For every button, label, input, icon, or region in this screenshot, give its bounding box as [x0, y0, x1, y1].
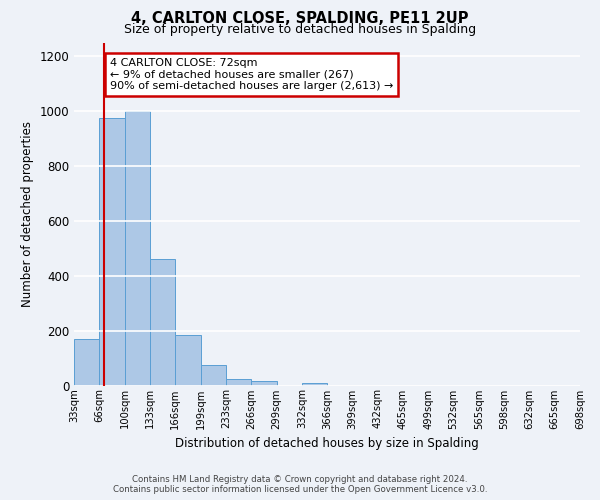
- Bar: [302, 383, 327, 386]
- Bar: [100, 118, 125, 386]
- Text: Size of property relative to detached houses in Spalding: Size of property relative to detached ho…: [124, 22, 476, 36]
- Y-axis label: Number of detached properties: Number of detached properties: [21, 121, 34, 307]
- Bar: [150, 260, 175, 386]
- X-axis label: Distribution of detached houses by size in Spalding: Distribution of detached houses by size …: [175, 437, 479, 450]
- Bar: [175, 334, 200, 386]
- Bar: [125, 111, 150, 386]
- Text: Contains HM Land Registry data © Crown copyright and database right 2024.
Contai: Contains HM Land Registry data © Crown c…: [113, 474, 487, 494]
- Text: 4, CARLTON CLOSE, SPALDING, PE11 2UP: 4, CARLTON CLOSE, SPALDING, PE11 2UP: [131, 11, 469, 26]
- Bar: [226, 378, 251, 386]
- Bar: [74, 339, 100, 386]
- Bar: [200, 365, 226, 386]
- Bar: [251, 382, 277, 386]
- Text: 4 CARLTON CLOSE: 72sqm
← 9% of detached houses are smaller (267)
90% of semi-det: 4 CARLTON CLOSE: 72sqm ← 9% of detached …: [110, 58, 393, 91]
